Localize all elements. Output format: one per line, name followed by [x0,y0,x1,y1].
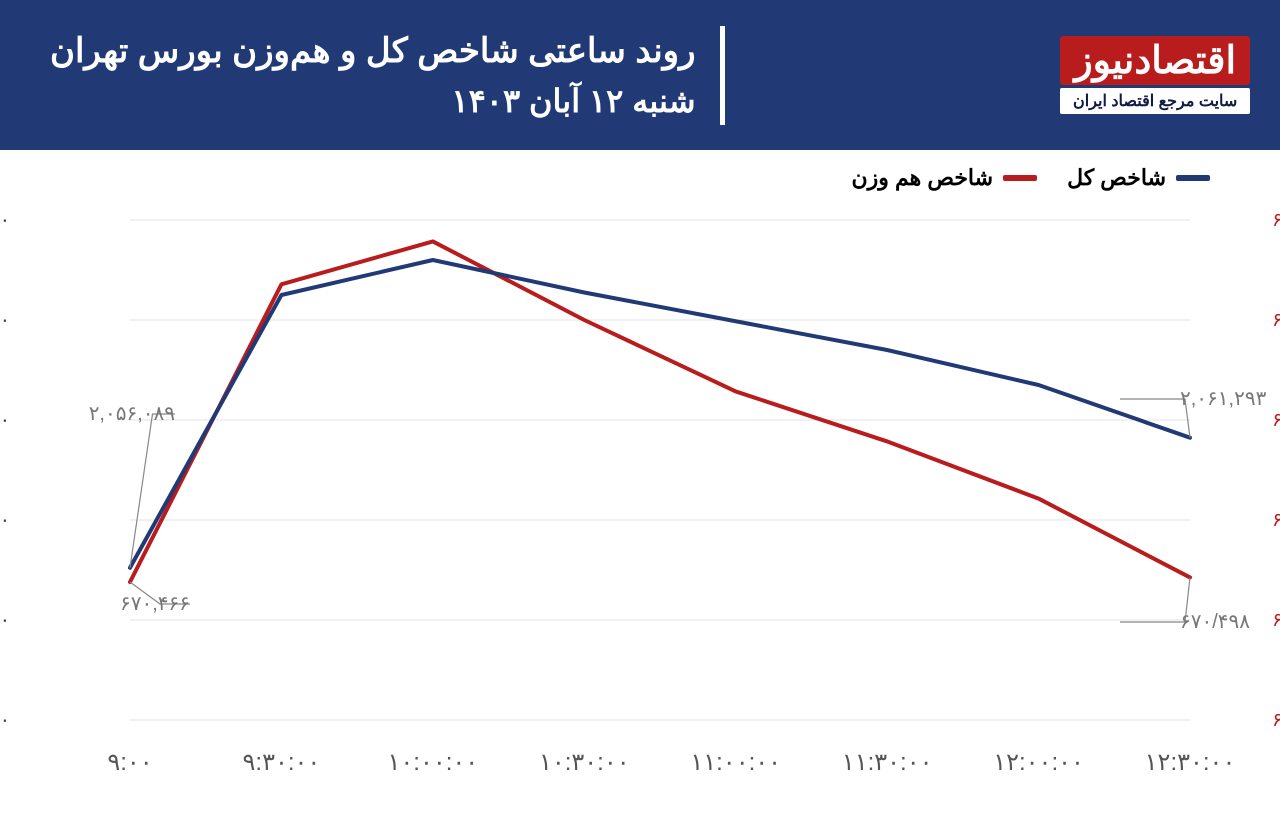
y-left-tick-label: ۲/۰۵۰/۰۰۰ [0,710,10,731]
legend-swatch-total [1176,175,1210,181]
y-right-tick-label: ۶۷۱/۶۰۰ [1272,410,1280,431]
legend-label-total: شاخص کل [1067,165,1166,191]
legend: شاخص کل شاخص هم وزن [852,165,1211,191]
title-line-1: روند ساعتی شاخص کل و هم‌وزن بورس تهران [50,26,696,77]
logo-sub: سایت مرجع اقتصاد ایران [1060,88,1250,114]
legend-label-equal: شاخص هم وزن [852,165,994,191]
callout-label: ۶۷۰,۴۶۶ [120,593,190,615]
y-left-tick-label: ۲/۰۶۲/۰۰۰ [0,410,10,431]
line-total-index [130,260,1190,568]
y-left-tick-label: ۲/۰۶۶/۰۰۰ [0,310,10,331]
chart-container: ۲/۰۵۰/۰۰۰ ۲/۰۵۴/۰۰۰ ۲/۰۵۸/۰۰ ۲/۰۶۲/۰۰۰ ۲/۰۶۶… [0,200,1280,821]
x-tick-label: ۱۱:۰۰:۰۰ [690,749,781,776]
y-right-tick-label: ۶۶۹/۵۰۰ [1272,710,1280,731]
title-line-2: شنبه ۱۲ آبان ۱۴۰۳ [50,77,696,125]
callout-label: ۲,۰۶۱,۲۹۳ [1180,388,1267,410]
legend-item-equal-weight: شاخص هم وزن [852,165,1038,191]
y-left-tick-label: ۲/۰۵۸/۰۰ [0,510,10,531]
x-tick-label: ۱۱:۳۰:۰۰ [842,749,933,776]
x-tick-label: ۱۲:۳۰:۰۰ [1145,749,1236,776]
callout-label: ۲,۰۵۶,۰۸۹ [89,403,175,425]
callout-leader [130,414,175,568]
y-left-tick-label: ۲/۰۵۴/۰۰۰ [0,610,10,631]
y-left-tick-label: ۲/۰۷۰/۰۰۰ [0,210,10,231]
x-tick-label: ۱۰:۳۰:۰۰ [539,749,630,776]
y-right-tick-label: ۶۷۰/۲۰۰ [1272,610,1280,631]
x-tick-label: ۹:۳۰:۰۰ [243,749,321,776]
legend-swatch-equal [1003,175,1037,181]
header-bar: اقتصادنیوز سایت مرجع اقتصاد ایران روند س… [0,0,1280,150]
x-tick-label: ۱۲:۰۰:۰۰ [993,749,1084,776]
y-right-tick-label: ۶۷۳/۰۰۰ [1272,210,1280,231]
callout-label: ۶۷۰/۴۹۸ [1180,611,1250,633]
legend-item-total-index: شاخص کل [1067,165,1210,191]
y-right-tick-label: ۶۷۲/۳۰۰ [1272,310,1280,331]
x-tick-label: ۱۰:۰۰:۰۰ [388,749,479,776]
chart-svg: ۲/۰۵۰/۰۰۰ ۲/۰۵۴/۰۰۰ ۲/۰۵۸/۰۰ ۲/۰۶۲/۰۰۰ ۲/۰۶۶… [0,200,1280,821]
y-right-tick-label: ۶۷۰/۹۰۰ [1272,510,1280,531]
title-block: روند ساعتی شاخص کل و هم‌وزن بورس تهران ش… [50,26,725,125]
logo-main: اقتصادنیوز [1060,36,1250,85]
logo-block: اقتصادنیوز سایت مرجع اقتصاد ایران [1060,36,1250,114]
x-tick-label: ۹:۰۰ [107,749,152,776]
